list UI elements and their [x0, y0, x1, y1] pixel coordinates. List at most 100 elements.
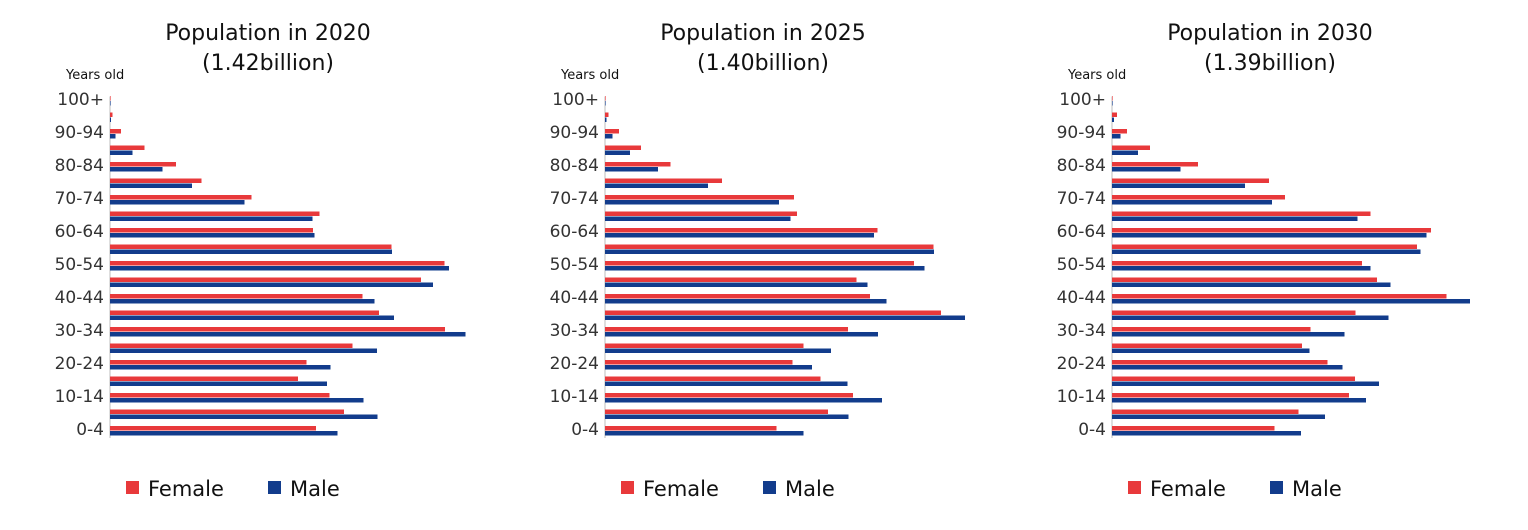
chart-title: Population in 2020 [165, 21, 371, 46]
y-tick-label: 20-24 [550, 354, 599, 374]
bar-female [110, 261, 445, 266]
bar-female [110, 228, 313, 233]
bar-female [1112, 376, 1355, 381]
legend-female: Female [126, 477, 224, 501]
bar-female [1112, 310, 1356, 315]
bar-male [1112, 348, 1310, 353]
y-axis-label: Years old [560, 68, 619, 83]
legend-female-label: Female [643, 477, 719, 501]
bar-female [605, 294, 870, 299]
bar-male [110, 381, 327, 386]
bar-male [605, 431, 804, 436]
y-tick-label: 30-34 [55, 321, 104, 341]
y-tick-label: 10-14 [550, 387, 599, 407]
y-tick-label: 70-74 [1057, 189, 1106, 209]
bar-female [605, 310, 941, 315]
chart-title: Population in 2030 [1167, 21, 1373, 46]
y-tick-label: 0-4 [1078, 420, 1106, 440]
bar-male [605, 216, 791, 221]
y-axis-label: Years old [65, 68, 124, 83]
chart-subtitle: (1.42billion) [202, 51, 334, 76]
bar-female [1112, 426, 1275, 431]
bar-male [1112, 365, 1343, 370]
bar-male [1112, 315, 1389, 320]
pyramid-svg: Population in 2025 (1.40billion) Years old… [550, 21, 965, 501]
y-tick-label: 10-14 [1057, 387, 1106, 407]
y-tick-label: 40-44 [55, 288, 104, 308]
y-tick-label: 40-44 [550, 288, 599, 308]
y-tick-label: 30-34 [550, 321, 599, 341]
bar-male [1112, 414, 1325, 419]
bar-female [1112, 178, 1269, 183]
legend-male-swatch [1270, 481, 1283, 494]
bar-female [605, 277, 857, 282]
y-tick-label: 100+ [57, 90, 104, 110]
y-tick-label: 20-24 [55, 354, 104, 374]
y-tick-label: 90-94 [550, 123, 599, 143]
bar-female [605, 195, 794, 200]
bar-male [110, 414, 378, 419]
legend-male-swatch [268, 481, 281, 494]
y-tick-label: 100+ [552, 90, 599, 110]
bar-male [1112, 233, 1427, 238]
legend-female: Female [621, 477, 719, 501]
bar-female [110, 393, 330, 398]
y-axis-label: Years old [1067, 68, 1126, 83]
legend-male: Male [1270, 477, 1342, 501]
y-tick-label: 80-84 [550, 156, 599, 176]
bar-female [110, 195, 252, 200]
legend-female-swatch [1128, 481, 1141, 494]
bar-male [110, 167, 163, 172]
y-tick-label: 50-54 [55, 255, 104, 275]
bar-female [110, 145, 145, 150]
bar-male [110, 183, 192, 188]
bar-male [1112, 134, 1121, 139]
chart-subtitle: (1.39billion) [1204, 51, 1336, 76]
bar-female [110, 96, 111, 101]
bar-male [110, 398, 364, 403]
bar-female [605, 162, 671, 167]
bar-female [605, 360, 793, 365]
bar-male [1112, 249, 1421, 254]
bar-male [605, 167, 658, 172]
bar-male [110, 150, 133, 155]
bar-female [1112, 195, 1285, 200]
bar-male [605, 332, 878, 337]
y-tick-label: 60-64 [1057, 222, 1106, 242]
legend-male: Male [268, 477, 340, 501]
bar-male [110, 101, 111, 106]
bar-female [1112, 393, 1349, 398]
legend-female-swatch [621, 481, 634, 494]
bar-male [110, 365, 331, 370]
bar-female [605, 393, 853, 398]
bar-female [110, 327, 445, 332]
bar-female [110, 277, 421, 282]
bar-male [110, 348, 377, 353]
y-tick-label: 0-4 [571, 420, 599, 440]
bar-male [1112, 381, 1379, 386]
bar-female [605, 343, 804, 348]
legend-male: Male [763, 477, 835, 501]
bar-male [110, 266, 449, 271]
bar-female [110, 244, 392, 249]
bar-male [1112, 398, 1366, 403]
bar-female [110, 129, 121, 134]
bar-female [605, 145, 641, 150]
bar-female [1112, 96, 1113, 101]
y-tick-label: 70-74 [55, 189, 104, 209]
y-tick-label: 10-14 [55, 387, 104, 407]
bar-male [1112, 183, 1245, 188]
bar-female [605, 409, 828, 414]
y-tick-label: 20-24 [1057, 354, 1106, 374]
bar-female [1112, 112, 1117, 117]
bar-male [605, 134, 613, 139]
bar-female [605, 96, 606, 101]
bar-male [605, 183, 708, 188]
bar-female [1112, 228, 1431, 233]
bar-male [605, 282, 868, 287]
legend-male-label: Male [1292, 477, 1342, 501]
bar-female [110, 343, 353, 348]
pyramid-svg: Population in 2020 (1.42billion) Years old… [55, 21, 466, 501]
bar-male [1112, 282, 1391, 287]
